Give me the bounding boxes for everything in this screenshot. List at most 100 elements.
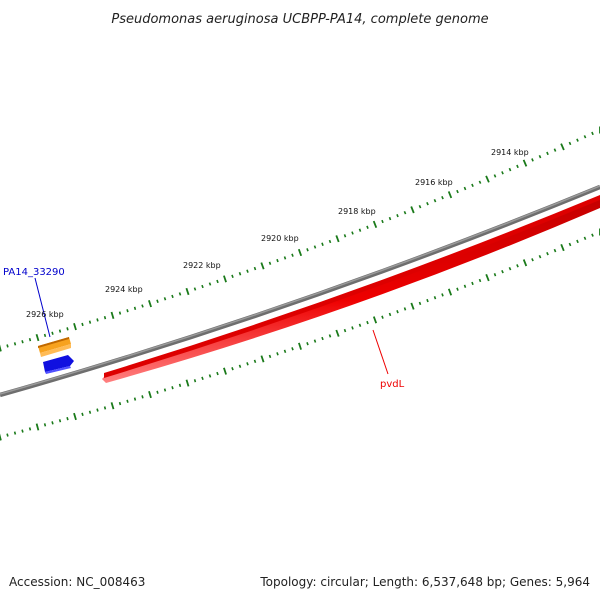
inner-major-tick <box>522 259 528 267</box>
outer-minor-tick <box>253 266 257 271</box>
outer-minor-tick <box>193 287 197 291</box>
outer-minor-tick <box>103 315 107 320</box>
outer-minor-tick <box>88 320 92 324</box>
inner-minor-tick <box>328 334 332 338</box>
outer-minor-tick <box>201 284 204 289</box>
outer-major-tick <box>410 206 415 214</box>
inner-minor-tick <box>141 395 144 399</box>
tick-label-2920: 2920 kbp <box>261 234 299 243</box>
outer-major-tick <box>372 220 378 229</box>
inner-minor-tick <box>508 266 512 271</box>
inner-minor-tick <box>193 379 197 383</box>
genome-backbone <box>0 184 600 398</box>
inner-minor-tick <box>58 419 62 423</box>
outer-major-tick <box>0 344 2 352</box>
outer-major-tick <box>223 275 227 283</box>
outer-minor-tick <box>283 256 287 260</box>
inner-minor-tick <box>501 269 504 274</box>
outer-minor-tick <box>171 294 174 299</box>
outer-major-tick <box>148 300 152 308</box>
outer-minor-tick <box>156 299 159 303</box>
inner-minor-tick <box>126 399 129 403</box>
inner-minor-tick <box>381 315 384 319</box>
inner-minor-tick <box>216 371 219 376</box>
outer-minor-tick <box>313 245 317 249</box>
orange-gene-feature[interactable] <box>38 337 71 357</box>
outer-minor-tick <box>96 318 99 322</box>
outer-minor-tick <box>321 242 324 246</box>
outer-minor-tick <box>403 210 407 215</box>
inner-tick-track <box>0 228 600 441</box>
inner-minor-tick <box>583 236 587 241</box>
inner-minor-tick <box>306 342 309 346</box>
inner-major-tick <box>485 273 490 282</box>
inner-minor-tick <box>163 388 167 392</box>
pvdL-gene-label[interactable]: pvdL <box>380 379 405 390</box>
inner-major-tick <box>110 402 115 410</box>
inner-minor-tick <box>396 310 399 314</box>
outer-minor-tick <box>418 204 422 209</box>
inner-minor-tick <box>478 278 482 283</box>
outer-minor-tick <box>538 154 542 159</box>
inner-major-tick <box>73 412 77 421</box>
outer-minor-tick <box>328 239 332 244</box>
outer-minor-tick <box>381 219 384 224</box>
outer-minor-tick <box>456 189 459 194</box>
outer-major-tick <box>485 175 490 183</box>
pa14-label-leader <box>34 277 51 338</box>
pa14-gene-label[interactable]: PA14_33290 <box>3 267 65 278</box>
pvdL-label-leader <box>372 329 389 375</box>
inner-major-tick <box>223 367 227 375</box>
outer-minor-tick <box>358 228 362 232</box>
tick-label-2922: 2922 kbp <box>183 261 221 270</box>
inner-minor-tick <box>103 406 107 410</box>
inner-minor-tick <box>178 383 182 388</box>
inner-minor-tick <box>388 312 392 317</box>
inner-major-tick <box>372 316 378 324</box>
inner-minor-tick <box>591 233 594 237</box>
outer-minor-tick <box>291 253 294 257</box>
outer-minor-tick <box>276 258 279 263</box>
outer-minor-tick <box>208 282 212 286</box>
outer-minor-tick <box>463 186 467 191</box>
outer-minor-tick <box>426 201 429 206</box>
outer-minor-tick <box>13 342 17 346</box>
outer-minor-tick <box>21 340 24 344</box>
outer-minor-tick <box>216 279 219 284</box>
outer-minor-tick <box>553 148 557 152</box>
inner-major-tick <box>335 329 340 337</box>
inner-minor-tick <box>6 433 9 437</box>
inner-minor-tick <box>13 431 17 435</box>
outer-minor-tick <box>118 311 122 315</box>
outer-minor-tick <box>306 248 309 252</box>
outer-minor-tick <box>126 309 129 313</box>
inner-minor-tick <box>576 239 579 244</box>
inner-major-tick <box>148 390 152 399</box>
inner-major-tick <box>560 243 565 252</box>
outer-minor-tick <box>591 131 594 136</box>
inner-minor-tick <box>426 298 429 303</box>
inner-minor-tick <box>553 248 557 253</box>
outer-minor-tick <box>583 135 587 139</box>
inner-minor-tick <box>546 251 549 256</box>
inner-major-tick <box>260 355 265 363</box>
outer-major-tick <box>110 311 115 319</box>
pvdL-gene-feature[interactable] <box>102 195 600 383</box>
inner-minor-tick <box>538 254 542 259</box>
inner-minor-tick <box>366 320 369 325</box>
genome-summary-text: Topology: circular; Length: 6,537,648 bp… <box>259 575 590 589</box>
blue-gene-feature[interactable] <box>43 355 74 374</box>
inner-minor-tick <box>231 367 234 371</box>
tick-label-2914: 2914 kbp <box>491 148 529 157</box>
inner-minor-tick <box>321 336 324 341</box>
inner-minor-tick <box>441 293 444 297</box>
outer-minor-tick <box>163 297 167 301</box>
outer-minor-tick <box>351 231 354 235</box>
genome-title: Pseudomonas aeruginosa UCBPP-PA14, compl… <box>111 12 488 27</box>
outer-minor-tick <box>441 195 444 200</box>
outer-tick-track <box>0 126 600 352</box>
outer-major-tick <box>447 191 453 199</box>
tick-label-2924: 2924 kbp <box>105 285 143 294</box>
inner-major-tick <box>35 423 40 431</box>
